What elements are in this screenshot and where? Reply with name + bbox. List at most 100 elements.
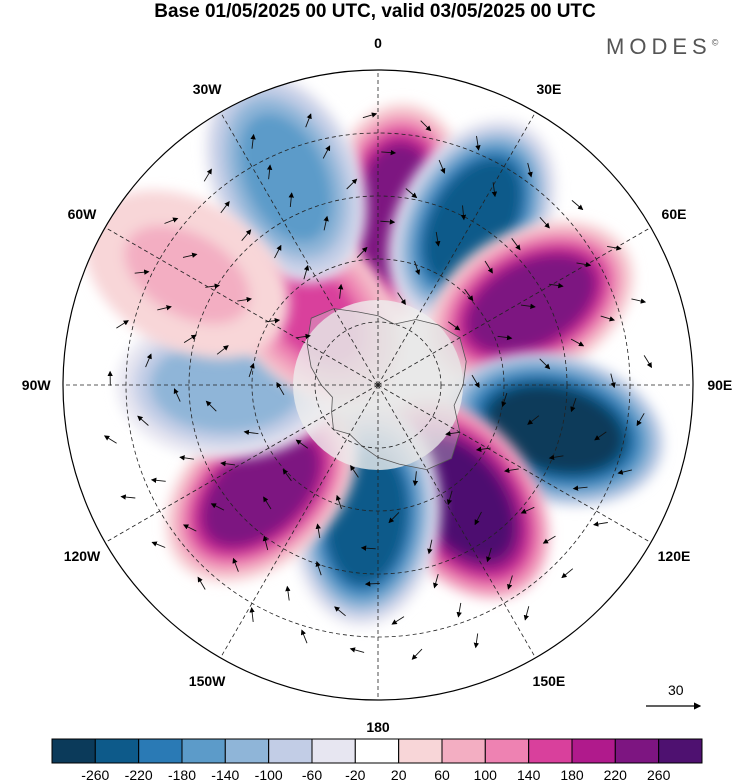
wind-vector — [548, 282, 564, 289]
wind-vector — [446, 490, 453, 506]
wind-vector — [473, 633, 480, 649]
wind-vector — [364, 581, 380, 587]
wind-vector — [435, 231, 441, 247]
wind-vector — [262, 535, 269, 551]
anomaly-contour — [488, 386, 623, 472]
wind-vector — [445, 430, 460, 437]
colorbar-tick-label: 220 — [604, 767, 628, 783]
wind-vector — [456, 602, 462, 618]
colorbar-box — [571, 738, 616, 764]
colorbar-tick-label: -180 — [168, 767, 196, 783]
wind-vector — [237, 296, 252, 303]
longitude-label: 90W — [22, 377, 52, 393]
wind-vector — [145, 353, 152, 368]
wind-vector — [570, 338, 585, 347]
wind-vector — [296, 333, 311, 340]
colorbar-box — [658, 738, 703, 764]
wind-vector — [349, 647, 365, 653]
wind-vector — [527, 162, 533, 178]
wind-vector — [276, 382, 285, 396]
map-border — [62, 69, 694, 701]
colorbar-tick-label: 140 — [517, 767, 541, 783]
wind-vector — [491, 182, 498, 198]
longitude-label: 150W — [189, 673, 226, 689]
colorbar-box — [224, 738, 270, 764]
wind-vector — [571, 200, 584, 211]
wind-vector — [337, 283, 344, 299]
wind-vector — [607, 245, 622, 251]
colorbar-tick-label: -60 — [302, 767, 322, 783]
colorbar-box — [181, 738, 226, 764]
wind-vector — [356, 246, 368, 258]
wind-vector — [205, 400, 217, 412]
wind-vector — [243, 429, 259, 436]
anomaly-contour — [239, 113, 333, 243]
wind-vector — [542, 535, 556, 544]
wind-vector — [464, 288, 474, 302]
longitude-label: 30E — [536, 81, 561, 97]
colorbar-box — [398, 738, 443, 764]
wind-vector — [460, 205, 467, 221]
wind-vector — [539, 358, 551, 370]
wind-vector — [475, 135, 481, 151]
wind-vector — [576, 261, 592, 268]
wind-vector — [600, 315, 615, 322]
reference-vector: 30 — [646, 682, 702, 710]
colorbar-box — [51, 738, 96, 764]
wind-vector — [182, 252, 198, 258]
wind-vector — [120, 494, 136, 500]
wind-vector — [205, 283, 220, 289]
meridian-line — [377, 384, 536, 658]
wind-vector — [346, 178, 358, 190]
wind-vector — [610, 373, 616, 389]
wind-vector — [504, 467, 519, 474]
wind-vector — [475, 446, 491, 452]
wind-vector — [636, 413, 645, 427]
wind-vector — [427, 539, 433, 555]
wind-vector — [360, 545, 376, 551]
wind-vector — [183, 334, 197, 343]
colorbar-tick-label: -260 — [81, 767, 109, 783]
wind-vector — [173, 388, 181, 402]
wind-vector — [405, 188, 418, 199]
wind-vector — [520, 303, 536, 309]
wind-vector — [381, 149, 397, 156]
wind-vector — [548, 454, 564, 461]
longitude-labels: 0 30E 60E 90E 120E 150E 180 150W 120W 90W 60W 30W — [22, 35, 732, 735]
wind-vector — [197, 576, 206, 590]
wind-vector — [391, 616, 405, 625]
wind-vector — [474, 511, 482, 526]
longitude-label: 60E — [662, 206, 687, 222]
wind-vector — [203, 168, 212, 182]
wind-vector — [250, 133, 256, 149]
wind-vector — [288, 192, 294, 208]
colorbar-tick-label: 180 — [560, 767, 584, 783]
wind-vector — [249, 607, 255, 622]
longitude-label: 30W — [193, 81, 223, 97]
wind-vector — [210, 503, 225, 511]
wind-vector — [150, 477, 166, 483]
wind-vector — [322, 145, 331, 159]
wind-vector — [420, 120, 432, 132]
wind-vector — [164, 217, 179, 224]
wind-vector — [447, 321, 461, 331]
map-title: Base 01/05/2025 00 UTC, valid 03/05/2025… — [154, 1, 596, 22]
wind-vector — [486, 547, 492, 563]
wind-vector — [527, 415, 540, 425]
wind-vector — [182, 524, 197, 532]
colorbar-box — [138, 738, 183, 764]
meridian-line — [377, 112, 536, 386]
colorbar-tick-label: -220 — [125, 767, 153, 783]
wind-vector — [570, 397, 577, 413]
colorbar-tick-label: 260 — [647, 767, 671, 783]
colorbar-box — [354, 738, 400, 764]
wind-vector — [380, 219, 396, 225]
colorbar-tick-labels: -260 -220 -180 -140 -100 -60 -20 20 60 100 140 180 2… — [81, 767, 670, 783]
colorbar-box — [441, 738, 486, 764]
colorbar-tick-label: -100 — [255, 767, 283, 783]
wind-vector — [388, 512, 400, 524]
longitude-label: 150E — [533, 673, 566, 689]
wind-vector — [179, 455, 194, 461]
polar-map: 0 30E 60E 90E 120E 150E 180 150W 120W 90W 60W 30W 3… — [22, 35, 732, 735]
